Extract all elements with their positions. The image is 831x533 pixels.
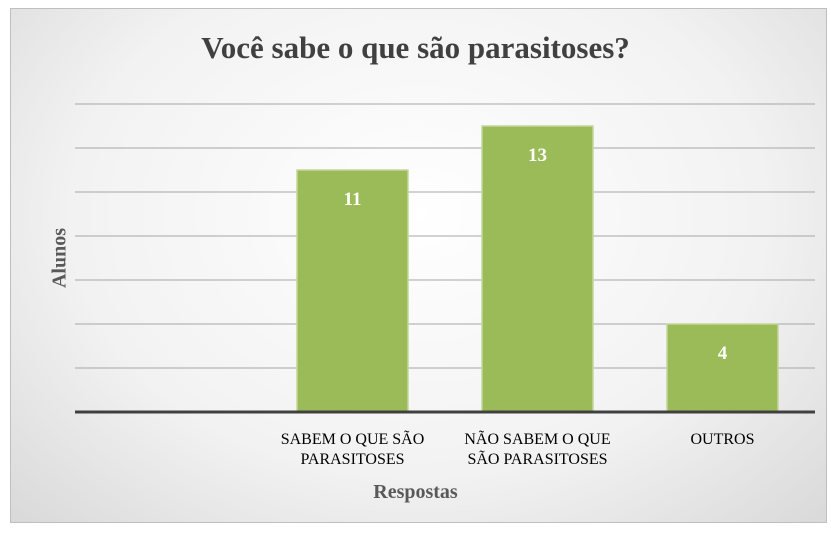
chart-frame: [10, 8, 827, 523]
x-tick-label: SABEM O QUE SÃO PARASITOSES: [280, 431, 425, 468]
data-label: 4: [717, 343, 728, 364]
x-tick-label: NÃO SABEM O QUE SÃO PARASITOSES: [464, 431, 611, 468]
x-tick-label: OUTROS: [690, 431, 755, 448]
bar: [666, 323, 779, 413]
data-label: 13: [528, 145, 547, 166]
bar: [296, 169, 409, 413]
x-axis-label: Respostas: [373, 481, 458, 503]
chart-title: Você sabe o que são parasitoses?: [201, 30, 630, 65]
y-axis-label: Alunos: [48, 227, 71, 289]
data-label: 11: [343, 189, 362, 210]
bar: [481, 125, 594, 413]
